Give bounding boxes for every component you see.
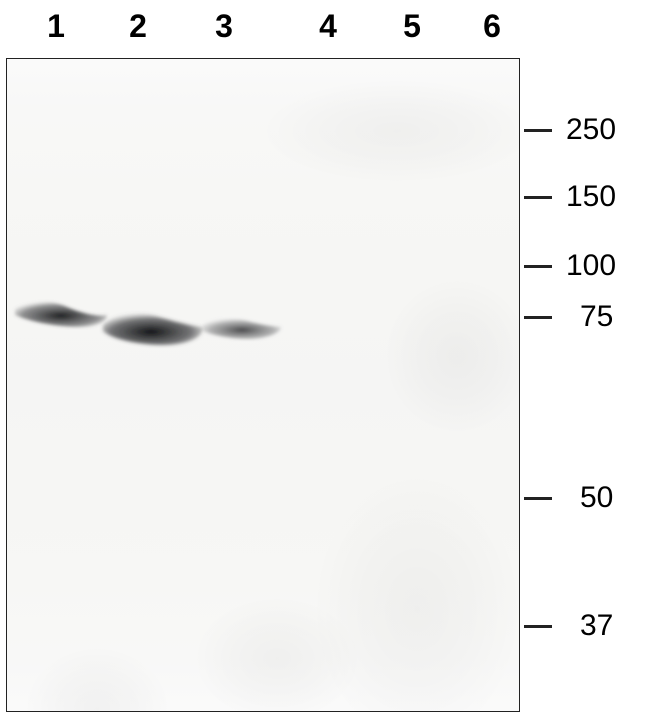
lane-label-4: 4 xyxy=(319,8,337,45)
mw-tick xyxy=(524,316,552,319)
mw-tick xyxy=(524,129,552,132)
blot-membrane xyxy=(6,58,520,712)
lane3-band xyxy=(199,311,285,345)
mw-label-100: 100 xyxy=(566,249,616,283)
membrane-smudge xyxy=(267,81,520,181)
mw-label-250: 250 xyxy=(566,113,616,147)
mw-label-150: 150 xyxy=(566,180,616,214)
mw-label-37: 37 xyxy=(580,609,613,643)
membrane-smudge xyxy=(27,649,167,712)
lane-label-6: 6 xyxy=(483,8,501,45)
mw-label-75: 75 xyxy=(580,300,613,334)
lane-label-3: 3 xyxy=(215,8,233,45)
membrane-smudge xyxy=(387,281,520,431)
lane-label-5: 5 xyxy=(403,8,421,45)
mw-label-50: 50 xyxy=(580,481,613,515)
lane-label-2: 2 xyxy=(129,8,147,45)
mw-tick xyxy=(524,196,552,199)
lane-label-1: 1 xyxy=(47,8,65,45)
lane2-band xyxy=(97,303,207,353)
mw-tick xyxy=(524,497,552,500)
mw-tick xyxy=(524,625,552,628)
membrane-smudge xyxy=(317,479,517,712)
western-blot-figure: { "figure": { "type": "western-blot", "c… xyxy=(0,0,650,720)
mw-tick xyxy=(524,265,552,268)
lane1-band xyxy=(11,293,111,335)
